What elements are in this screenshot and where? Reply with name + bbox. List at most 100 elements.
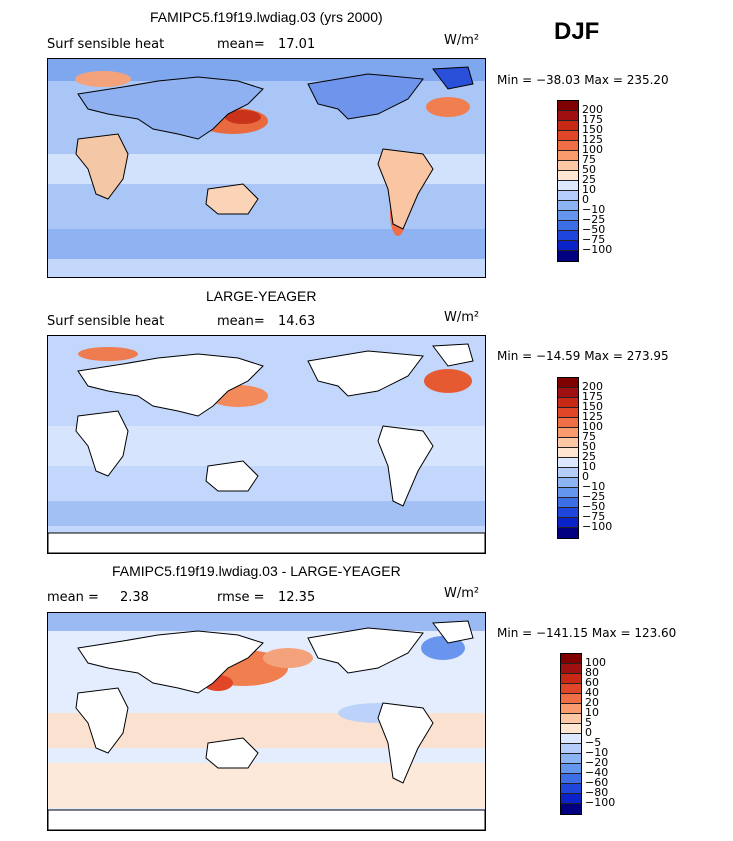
panel1-map	[47, 58, 486, 278]
tick: 5	[585, 716, 592, 729]
south-america	[377, 148, 434, 230]
swatch	[558, 378, 578, 388]
tick: 200	[582, 103, 603, 116]
barents-hotspot	[75, 71, 131, 87]
swatch	[558, 498, 578, 508]
swatch	[558, 448, 578, 458]
panel3-mean-value: 2.38	[120, 590, 149, 605]
swatch	[561, 674, 581, 684]
swatch	[561, 764, 581, 774]
barents-hotspot	[78, 347, 138, 361]
panel2-variable: Surf sensible heat	[47, 314, 165, 329]
tick: 0	[582, 193, 589, 206]
swatch	[558, 201, 578, 211]
swatch	[558, 181, 578, 191]
swatch	[558, 251, 578, 261]
panel2-mean-label: mean=	[217, 314, 265, 329]
kuroshio-core	[225, 110, 261, 124]
africa	[75, 133, 129, 200]
swatch	[558, 488, 578, 498]
swatch	[558, 211, 578, 221]
swatch	[561, 754, 581, 764]
tick: 150	[582, 123, 603, 136]
panel1-min-max: Min = −38.03 Max = 235.20	[497, 73, 669, 87]
swatch	[561, 664, 581, 674]
panel1-variable: Surf sensible heat	[47, 37, 165, 52]
panel3-rmse-label: rmse =	[217, 590, 265, 605]
panel2-colorbar	[557, 377, 579, 539]
north-america	[307, 73, 424, 120]
panel3-units: W/m²	[444, 586, 480, 601]
tick: 175	[582, 113, 603, 126]
africa	[75, 410, 129, 477]
swatch	[558, 221, 578, 231]
swatch	[558, 161, 578, 171]
antarctic-band	[48, 259, 485, 277]
tick: −20	[585, 756, 609, 769]
swatch	[561, 654, 581, 664]
tick: 50	[582, 163, 596, 176]
swatch	[558, 101, 578, 111]
tick: −100	[582, 520, 613, 533]
panel3-mean-label: mean =	[47, 590, 99, 605]
tick: 0	[582, 470, 589, 483]
swatch	[558, 478, 578, 488]
swatch	[558, 388, 578, 398]
southern-ocean-band	[48, 229, 485, 259]
tick: 150	[582, 400, 603, 413]
swatch	[561, 724, 581, 734]
panel1-mean-label: mean=	[217, 37, 265, 52]
south-america	[377, 702, 434, 784]
north-pacific-anomaly	[263, 648, 313, 668]
tick: −40	[585, 766, 609, 779]
tick: 75	[582, 153, 596, 166]
australia	[205, 183, 259, 215]
swatch	[558, 428, 578, 438]
panel2-mean-value: 14.63	[278, 314, 316, 329]
swatch	[558, 191, 578, 201]
swatch	[561, 784, 581, 794]
tick: −10	[582, 480, 606, 493]
panel1-units: W/m²	[444, 33, 480, 48]
swatch	[561, 704, 581, 714]
swatch	[558, 241, 578, 251]
arctic-band	[48, 613, 485, 631]
eurasia	[77, 76, 264, 140]
tick: 25	[582, 173, 596, 186]
tick: 40	[585, 686, 599, 699]
panel2-units: W/m²	[444, 310, 480, 325]
swatch	[561, 684, 581, 694]
tick: −50	[582, 223, 606, 236]
swatch	[558, 121, 578, 131]
swatch	[558, 141, 578, 151]
tick: 75	[582, 430, 596, 443]
tick: 25	[582, 450, 596, 463]
land-group	[75, 66, 474, 230]
southern-ocean-band	[48, 501, 485, 526]
tick: −10	[582, 203, 606, 216]
tick: 20	[585, 696, 599, 709]
greenland	[432, 343, 474, 367]
tick: 0	[585, 726, 592, 739]
tick: −10	[585, 746, 609, 759]
swatch	[558, 438, 578, 448]
swatch	[558, 468, 578, 478]
panel1-mean-value: 17.01	[278, 37, 316, 52]
panel2-title: LARGE-YEAGER	[206, 288, 317, 304]
tick: 100	[585, 656, 606, 669]
swatch	[561, 774, 581, 784]
swatch	[558, 131, 578, 141]
antarctica	[48, 809, 485, 830]
swatch	[561, 734, 581, 744]
swatch	[561, 794, 581, 804]
tick: 60	[585, 676, 599, 689]
swatch	[558, 398, 578, 408]
tick: 10	[582, 183, 596, 196]
north-america	[307, 350, 424, 397]
tick: 10	[585, 706, 599, 719]
southern-ocean-band	[48, 763, 485, 808]
africa	[75, 687, 129, 754]
panel3-min-max: Min = −141.15 Max = 123.60	[497, 626, 677, 640]
south-america	[377, 425, 434, 507]
panel3-map	[47, 612, 486, 831]
